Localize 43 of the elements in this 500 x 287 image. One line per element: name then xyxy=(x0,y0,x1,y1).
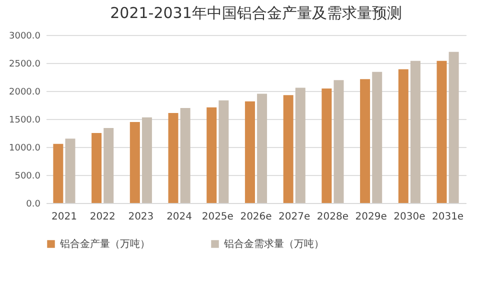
bar xyxy=(410,60,420,203)
x-tick-label: 2027e xyxy=(278,212,310,222)
y-tick-label: 1500.0 xyxy=(9,116,41,126)
bar xyxy=(257,94,268,203)
chart-title: 2021-2031年中国铝合金产量及需求量预测 xyxy=(110,4,402,22)
bar xyxy=(283,95,294,203)
x-tick-label: 2025e xyxy=(202,212,234,222)
x-tick-label: 2030e xyxy=(394,212,426,222)
y-tick-label: 3000.0 xyxy=(9,32,41,42)
bar xyxy=(334,80,344,203)
bar xyxy=(398,69,408,203)
y-tick-label: 500.0 xyxy=(14,172,41,182)
bar xyxy=(360,79,370,203)
bar xyxy=(322,88,332,203)
bar xyxy=(295,88,306,203)
bar xyxy=(218,100,229,203)
x-tick-label: 2024 xyxy=(166,212,192,222)
x-tick-label: 2029e xyxy=(355,212,387,222)
y-tick-label: 0.0 xyxy=(26,200,41,210)
x-tick-label: 2023 xyxy=(128,212,154,222)
x-tick-label: 2021 xyxy=(51,212,77,222)
y-tick-label: 2000.0 xyxy=(9,88,41,98)
bar xyxy=(53,144,64,203)
bar xyxy=(130,122,140,203)
bar xyxy=(244,101,255,203)
bar xyxy=(448,52,459,203)
bar xyxy=(372,72,382,203)
bar xyxy=(436,60,447,203)
bar xyxy=(206,107,217,203)
x-tick-label: 2028e xyxy=(316,212,349,222)
x-tick-label: 2022 xyxy=(90,212,116,222)
x-tick-label: 2031e xyxy=(432,212,464,222)
bar xyxy=(65,138,76,203)
bar xyxy=(92,133,102,203)
y-tick-label: 2500.0 xyxy=(9,60,41,70)
y-tick-label: 1000.0 xyxy=(9,144,41,154)
legend-label: 铝合金需求量（万吨） xyxy=(223,238,324,250)
bar xyxy=(104,128,114,203)
bar xyxy=(168,113,178,203)
bar xyxy=(180,108,190,203)
legend-label: 铝合金产量（万吨） xyxy=(59,238,150,250)
bar xyxy=(142,117,152,203)
x-tick-label: 2026e xyxy=(240,212,272,222)
